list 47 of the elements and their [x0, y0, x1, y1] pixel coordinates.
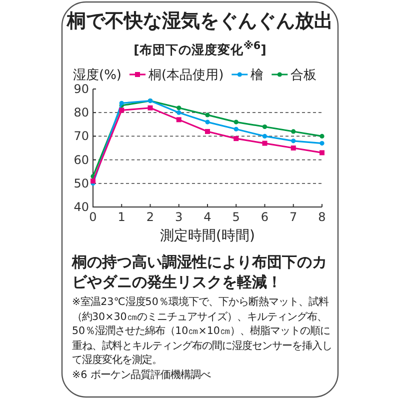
x-tick-label: 4 [204, 210, 212, 224]
point [320, 140, 324, 146]
x-tick-label: 7 [290, 210, 298, 224]
point [176, 106, 182, 110]
point [176, 110, 182, 115]
point [205, 120, 210, 124]
x-tick-label: 1 [118, 210, 126, 224]
point [205, 128, 210, 134]
y-tick-label: 40 [74, 200, 89, 214]
point [262, 134, 268, 138]
point [291, 129, 296, 134]
point [234, 126, 238, 132]
point [205, 112, 210, 118]
point [320, 150, 324, 156]
x-tick-label: 8 [318, 210, 326, 224]
x-axis-title: 測定時間(時間) [160, 228, 255, 244]
point [148, 105, 153, 110]
point [262, 140, 268, 146]
point [320, 134, 324, 138]
x-tick-label: 0 [89, 210, 97, 224]
y-tick-label: 80 [74, 106, 89, 120]
y-tick-label: 90 [74, 82, 89, 96]
text: ※室温23℃湿度50％環境下で、下から断熱マット、試料（約30×30㎝のミニチュアサイズ）、キルティング布、50％湿潤させた綿布（10㎝×10㎝）、樹脂マットの順に重ね、試料とキルティング布の間に湿度センサーを挿入して湿度変化を測定。 [72, 295, 332, 368]
point [234, 120, 238, 124]
chart-title: 桐で不快な湿気をぐんぐん放出 [66, 9, 334, 34]
chart-subtitle: [布団下の湿度変化$^{※6}$] [132, 40, 268, 60]
point [234, 136, 239, 142]
text: 桐の持つ高い調湿性により布団下のカビやダニの発生リスクを軽減！ [72, 252, 328, 292]
legend-label: 檜 [250, 68, 264, 83]
x-tick-label: 5 [232, 210, 240, 224]
point [176, 117, 182, 122]
x-tick-label: 2 [146, 210, 154, 224]
x-tick-label: 6 [260, 210, 269, 224]
y-tick-label: 50 [74, 176, 89, 190]
legend-label: 合板 [290, 68, 317, 83]
point [290, 146, 296, 150]
point [90, 178, 96, 184]
point [119, 108, 124, 113]
text: ※6 ボーケン品質評価機構調べ [72, 368, 212, 382]
y-tick-label: 60 [74, 152, 89, 167]
y-tick-label: 70 [74, 129, 89, 144]
point [119, 100, 124, 106]
x-tick-label: 3 [175, 210, 183, 224]
legend-label: 桐(本品使用) [148, 68, 224, 83]
point [291, 138, 296, 144]
y-axis-title: 湿度(%) [73, 67, 122, 83]
point [262, 124, 268, 130]
